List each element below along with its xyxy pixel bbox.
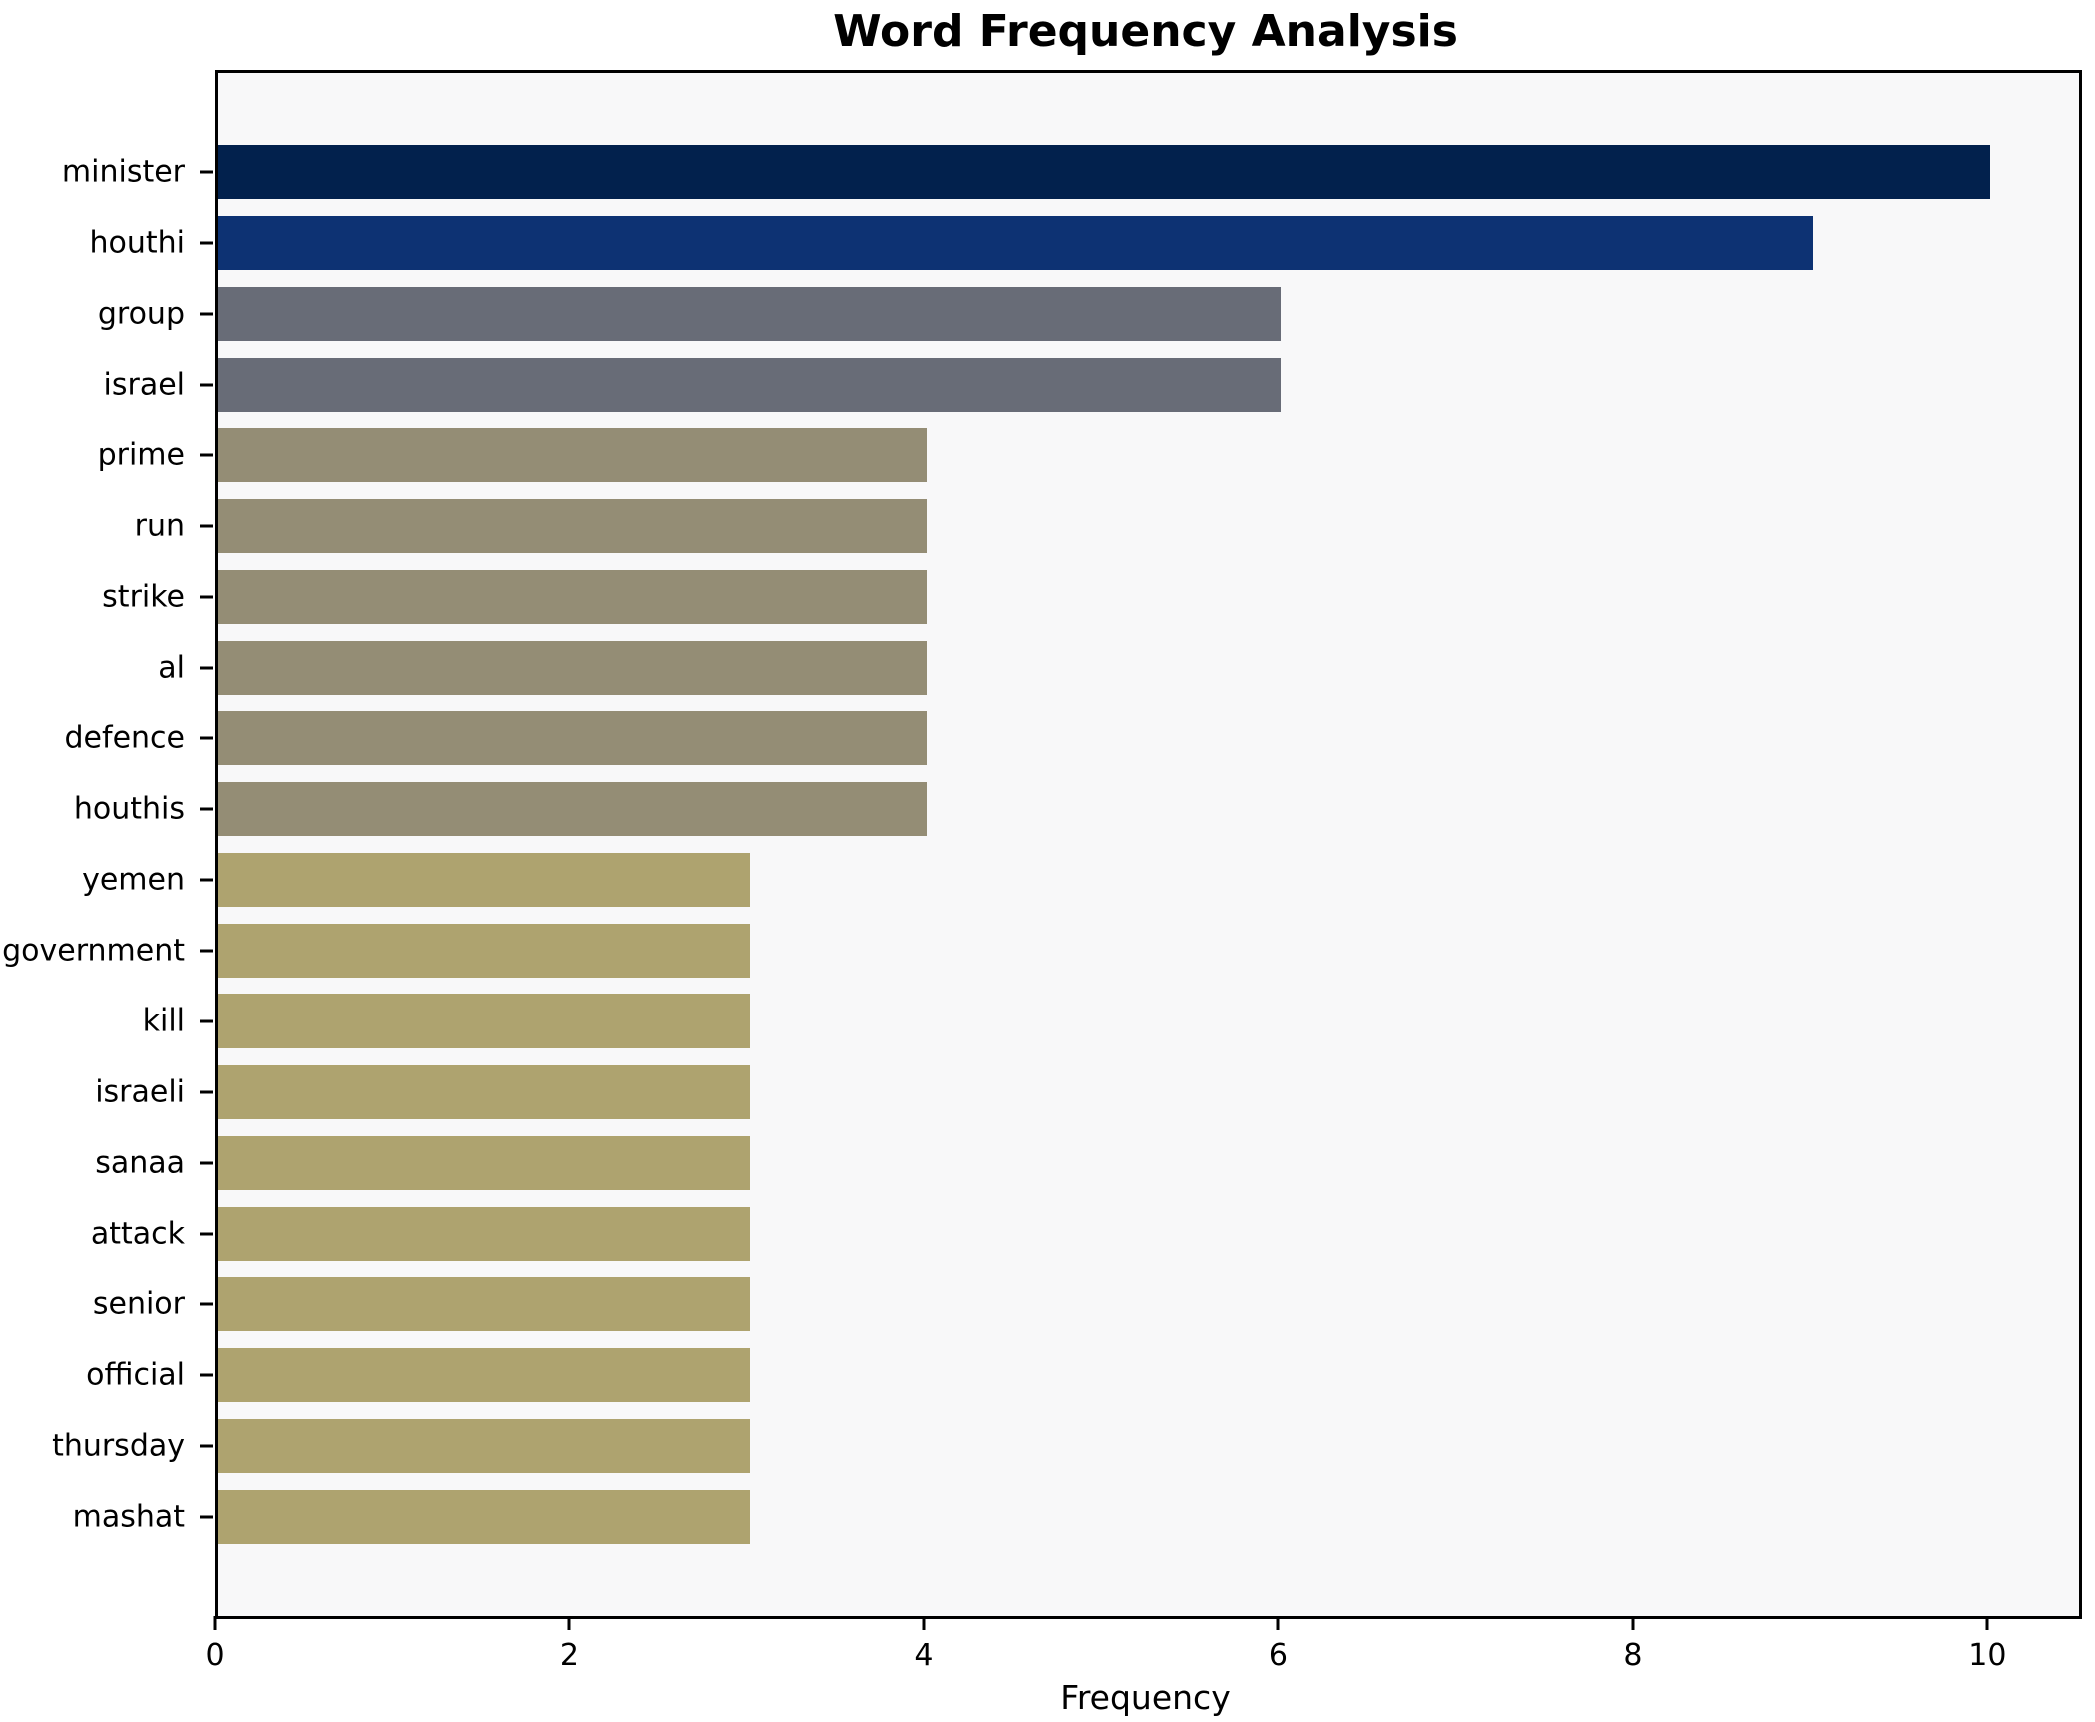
y-tick-mark bbox=[200, 807, 213, 811]
bar-row bbox=[218, 632, 2079, 703]
y-tick-label: mashat bbox=[72, 1499, 185, 1535]
y-tick-label: defence bbox=[64, 720, 185, 756]
y-tick-mark bbox=[200, 1090, 213, 1094]
frequency-bar-official bbox=[218, 1348, 750, 1403]
y-tick-mark bbox=[200, 878, 213, 882]
y-tick-mark bbox=[200, 595, 213, 599]
frequency-bar-al bbox=[218, 640, 927, 695]
bar-row bbox=[218, 703, 2079, 774]
frequency-bar-government bbox=[218, 923, 750, 978]
y-tick-mark bbox=[200, 170, 213, 174]
y-tick-label: houthi bbox=[89, 225, 186, 261]
y-tick-mark bbox=[200, 241, 213, 245]
x-tick-mark bbox=[567, 1616, 571, 1630]
bar-row bbox=[218, 491, 2079, 562]
x-tick-mark bbox=[213, 1616, 217, 1630]
y-tick-mark bbox=[200, 383, 213, 387]
y-tick-label: run bbox=[134, 508, 185, 544]
frequency-bar-minister bbox=[218, 145, 1991, 200]
x-tick-label: 4 bbox=[914, 1638, 934, 1673]
y-tick-label: strike bbox=[102, 579, 185, 615]
y-tick-label: official bbox=[86, 1357, 185, 1393]
y-tick-mark bbox=[200, 1444, 213, 1448]
y-tick-label: prime bbox=[97, 437, 185, 473]
bar-row bbox=[218, 1269, 2079, 1340]
x-tick-label: 0 bbox=[205, 1638, 225, 1673]
y-tick-label: attack bbox=[90, 1216, 185, 1252]
y-tick-mark bbox=[200, 1161, 213, 1165]
y-tick-mark bbox=[200, 312, 213, 316]
y-tick-label: thursday bbox=[52, 1428, 185, 1464]
y-axis: minister houthi group israel prime run strike a… bbox=[0, 70, 215, 1619]
plot-area bbox=[215, 70, 2082, 1619]
x-tick-mark bbox=[1276, 1616, 1280, 1630]
bar-row bbox=[218, 1340, 2079, 1411]
y-tick-mark bbox=[200, 524, 213, 528]
frequency-bar-houthi bbox=[218, 216, 1814, 271]
y-tick-label: israeli bbox=[95, 1074, 185, 1110]
y-tick-mark bbox=[200, 1515, 213, 1519]
frequency-bar-mashat bbox=[218, 1489, 750, 1544]
y-tick-label: group bbox=[97, 296, 185, 332]
y-tick-label: government bbox=[2, 933, 185, 969]
x-tick-label: 2 bbox=[559, 1638, 580, 1673]
y-tick-mark bbox=[200, 453, 213, 457]
bar-row bbox=[218, 1198, 2079, 1269]
frequency-bar-yemen bbox=[218, 852, 750, 907]
y-tick-mark bbox=[200, 949, 213, 953]
bar-row bbox=[218, 137, 2079, 208]
y-tick-label: israel bbox=[103, 367, 185, 403]
bars-container bbox=[218, 73, 2079, 1616]
frequency-bar-israel bbox=[218, 357, 1282, 412]
bar-row bbox=[218, 208, 2079, 279]
bar-row bbox=[218, 1481, 2079, 1552]
x-tick-mark bbox=[1631, 1616, 1635, 1630]
x-tick-label: 6 bbox=[1268, 1638, 1288, 1673]
bar-row bbox=[218, 774, 2079, 845]
y-tick-mark bbox=[200, 1232, 213, 1236]
y-tick-label: yemen bbox=[82, 862, 185, 898]
bar-row bbox=[218, 845, 2079, 916]
frequency-bar-houthis bbox=[218, 782, 927, 837]
x-axis: Frequency 0 2 4 6 8 10 bbox=[205, 1616, 2076, 1722]
frequency-bar-sanaa bbox=[218, 1135, 750, 1190]
bar-row bbox=[218, 349, 2079, 420]
y-tick-mark bbox=[200, 736, 213, 740]
frequency-bar-thursday bbox=[218, 1418, 750, 1473]
x-tick-mark bbox=[1985, 1616, 1989, 1630]
bar-row bbox=[218, 1411, 2079, 1482]
y-tick-label: houthis bbox=[73, 791, 185, 827]
y-tick-label: sanaa bbox=[95, 1145, 185, 1181]
x-tick-mark bbox=[922, 1616, 926, 1630]
x-axis-label: Frequency bbox=[1060, 1678, 1231, 1717]
frequency-bar-prime bbox=[218, 428, 927, 483]
y-tick-mark bbox=[200, 1373, 213, 1377]
y-tick-label: minister bbox=[61, 154, 185, 190]
bar-row bbox=[218, 279, 2079, 350]
y-tick-label: al bbox=[158, 650, 185, 686]
bar-row bbox=[218, 986, 2079, 1057]
frequency-bar-israeli bbox=[218, 1065, 750, 1120]
bar-row bbox=[218, 915, 2079, 986]
frequency-bar-group bbox=[218, 286, 1282, 341]
bar-row bbox=[218, 420, 2079, 491]
y-tick-mark bbox=[200, 1019, 213, 1023]
x-tick-label: 8 bbox=[1623, 1638, 1643, 1673]
x-tick-label: 10 bbox=[1968, 1638, 2007, 1673]
y-tick-mark bbox=[200, 666, 213, 670]
frequency-bar-run bbox=[218, 499, 927, 554]
bar-row bbox=[218, 1128, 2079, 1199]
chart-title: Word Frequency Analysis bbox=[833, 6, 1458, 57]
y-tick-mark bbox=[200, 1302, 213, 1306]
frequency-bar-attack bbox=[218, 1206, 750, 1261]
y-tick-label: kill bbox=[142, 1003, 185, 1039]
frequency-bar-kill bbox=[218, 994, 750, 1049]
bar-row bbox=[218, 562, 2079, 633]
frequency-bar-strike bbox=[218, 569, 927, 624]
frequency-bar-senior bbox=[218, 1277, 750, 1332]
frequency-bar-defence bbox=[218, 711, 927, 766]
bar-row bbox=[218, 1057, 2079, 1128]
y-tick-label: senior bbox=[92, 1286, 185, 1322]
